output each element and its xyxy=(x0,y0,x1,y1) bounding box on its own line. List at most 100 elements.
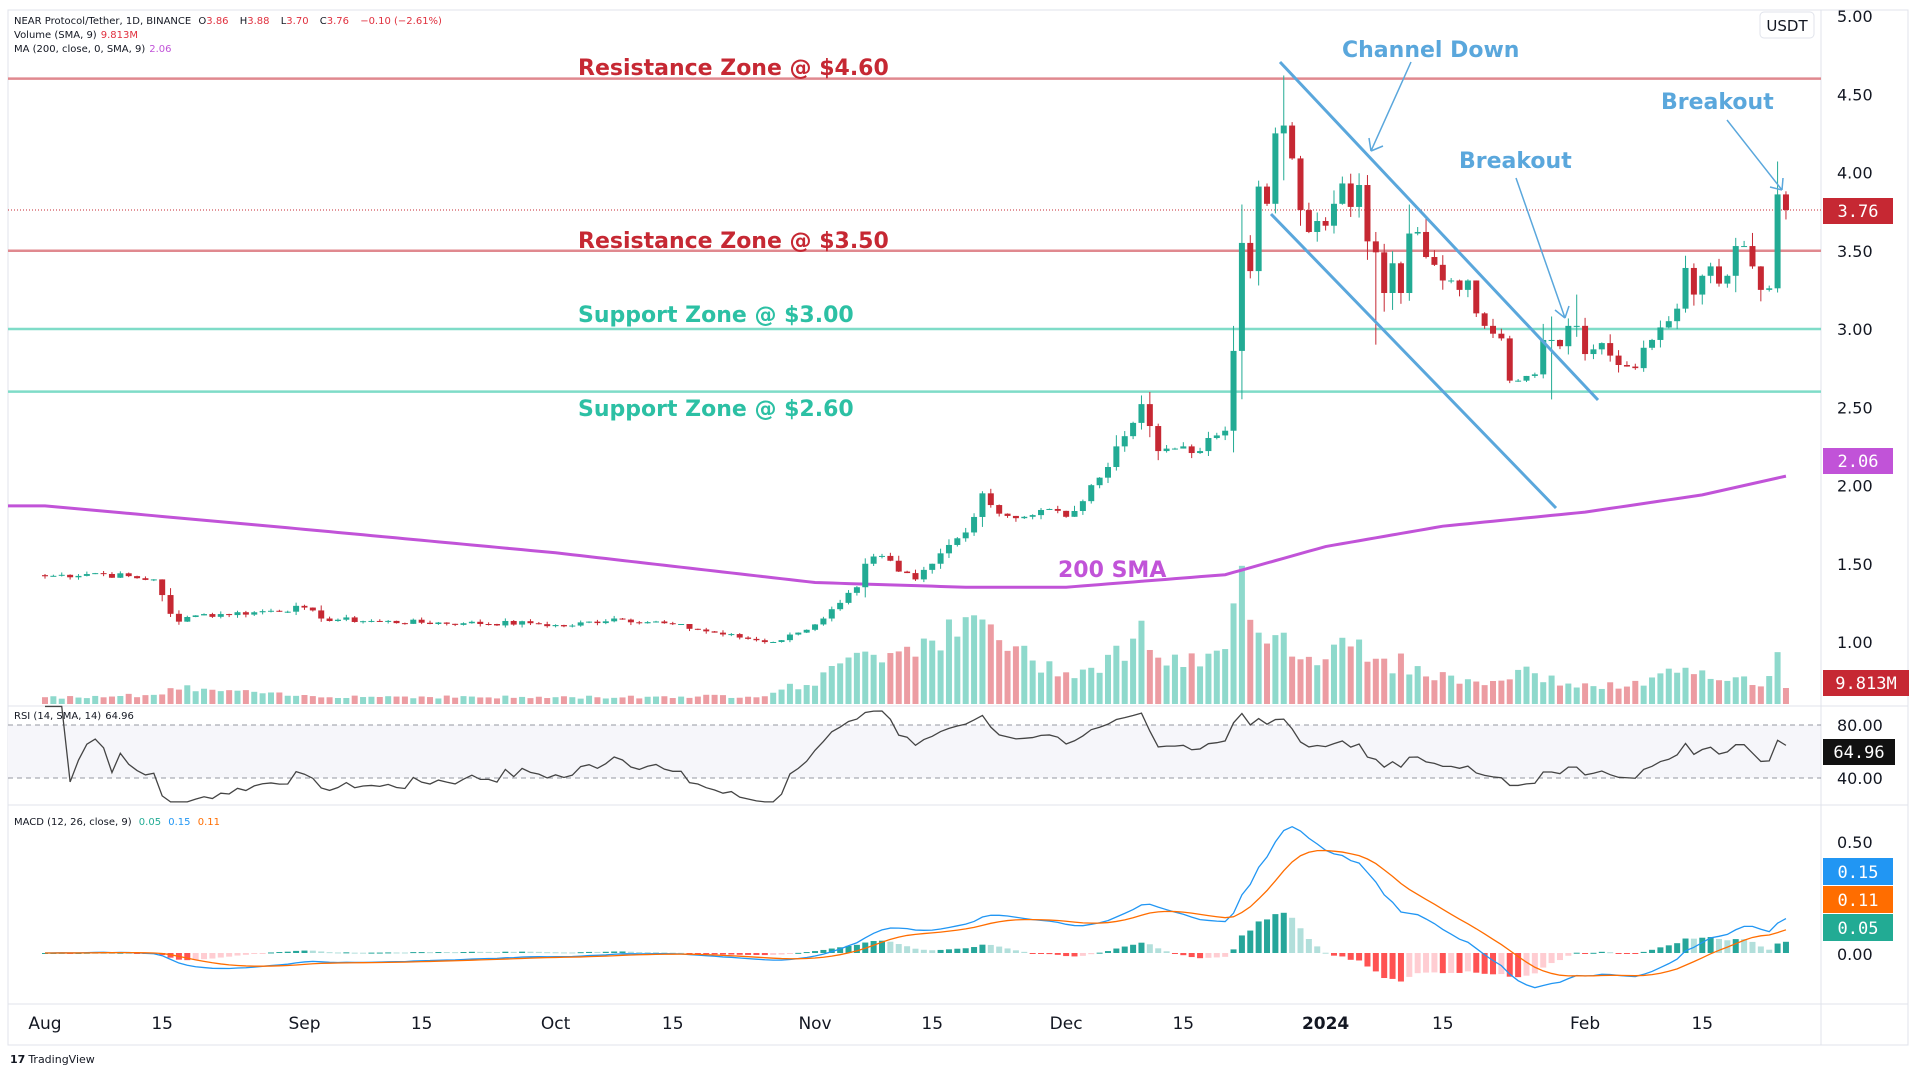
candle[interactable] xyxy=(1029,514,1036,520)
currency-button[interactable]: USDT xyxy=(1759,11,1815,39)
candle[interactable] xyxy=(1665,316,1672,329)
symbol-name[interactable]: NEAR Protocol/Tether, 1D, BINANCE xyxy=(14,16,192,27)
candle[interactable] xyxy=(301,604,308,610)
candle[interactable] xyxy=(184,615,191,622)
candle[interactable] xyxy=(560,624,567,628)
candle[interactable] xyxy=(452,623,459,627)
candle[interactable] xyxy=(175,610,182,625)
candle[interactable] xyxy=(201,613,208,616)
candle[interactable] xyxy=(1732,237,1739,293)
channel-down-drawing[interactable] xyxy=(1269,60,1784,510)
candle[interactable] xyxy=(812,623,819,632)
candle[interactable] xyxy=(845,590,852,605)
candle[interactable] xyxy=(644,621,651,624)
candle[interactable] xyxy=(334,618,341,622)
candle[interactable] xyxy=(669,621,676,626)
candle[interactable] xyxy=(535,621,542,625)
candle[interactable] xyxy=(920,566,927,583)
candle[interactable] xyxy=(745,636,752,640)
candle[interactable] xyxy=(1456,279,1463,297)
candle[interactable] xyxy=(410,618,417,624)
candle[interactable] xyxy=(1188,444,1195,459)
candle[interactable] xyxy=(117,571,124,579)
candle[interactable] xyxy=(242,610,249,618)
symbol-legend[interactable]: NEAR Protocol/Tether, 1D, BINANCE O3.86 … xyxy=(14,16,446,27)
candle[interactable] xyxy=(1255,180,1262,286)
candle[interactable] xyxy=(1782,191,1789,220)
candle[interactable] xyxy=(945,539,952,559)
currency-label[interactable]: USDT xyxy=(1766,17,1808,35)
candle[interactable] xyxy=(602,619,609,625)
candle[interactable] xyxy=(1322,217,1329,231)
candle[interactable] xyxy=(1615,350,1622,373)
candle[interactable] xyxy=(1649,338,1656,351)
candle[interactable] xyxy=(1280,75,1287,181)
channel-upper-line[interactable] xyxy=(1278,60,1600,402)
candle[interactable] xyxy=(284,610,291,613)
candle[interactable] xyxy=(1481,312,1488,329)
candle[interactable] xyxy=(736,633,743,640)
volume-legend[interactable]: Volume (SMA, 9) 9.813M xyxy=(14,30,142,41)
candle[interactable] xyxy=(259,609,266,615)
candle[interactable] xyxy=(1264,183,1271,206)
candle[interactable] xyxy=(1724,274,1731,288)
volume-label[interactable]: Volume (SMA, 9) xyxy=(14,30,97,41)
candle[interactable] xyxy=(1247,235,1254,279)
candle[interactable] xyxy=(493,623,500,626)
candle[interactable] xyxy=(586,621,593,624)
channel-lower-line[interactable] xyxy=(1269,212,1558,510)
candle[interactable] xyxy=(1163,445,1170,453)
candle[interactable] xyxy=(828,606,835,622)
candle[interactable] xyxy=(653,620,660,623)
candle[interactable] xyxy=(912,569,919,581)
candle[interactable] xyxy=(1431,250,1438,266)
candle[interactable] xyxy=(719,630,726,637)
candle[interactable] xyxy=(1063,510,1070,518)
candle[interactable] xyxy=(1699,274,1706,305)
candle[interactable] xyxy=(1423,217,1430,259)
candle[interactable] xyxy=(50,574,57,577)
candle[interactable] xyxy=(979,491,986,527)
candle[interactable] xyxy=(519,620,526,628)
tradingview-logo[interactable]: 17 TradingView xyxy=(10,1053,95,1066)
candle[interactable] xyxy=(686,623,693,632)
candle[interactable] xyxy=(569,624,576,628)
candle[interactable] xyxy=(1556,339,1563,350)
candle[interactable] xyxy=(971,513,978,536)
candle[interactable] xyxy=(929,563,936,574)
candle[interactable] xyxy=(1389,251,1396,310)
candle[interactable] xyxy=(1540,323,1547,379)
candle[interactable] xyxy=(1523,375,1530,383)
candle[interactable] xyxy=(711,630,718,633)
candle[interactable] xyxy=(42,573,48,579)
candle[interactable] xyxy=(1573,294,1580,337)
candle[interactable] xyxy=(778,639,785,643)
candle[interactable] xyxy=(761,638,768,644)
candle[interactable] xyxy=(1448,278,1455,284)
candle[interactable] xyxy=(870,553,877,566)
candle[interactable] xyxy=(150,579,157,582)
rsi-legend[interactable]: RSI (14, SMA, 14) 64.96 xyxy=(14,711,138,722)
candle[interactable] xyxy=(1707,262,1714,284)
candle[interactable] xyxy=(293,602,300,616)
candle[interactable] xyxy=(544,621,551,628)
candle[interactable] xyxy=(1590,344,1597,360)
candle[interactable] xyxy=(108,572,115,578)
candle[interactable] xyxy=(435,621,442,625)
candle[interactable] xyxy=(309,607,316,612)
candle[interactable] xyxy=(75,574,82,580)
candle[interactable] xyxy=(862,558,869,598)
candle[interactable] xyxy=(368,619,375,623)
candle[interactable] xyxy=(904,570,911,574)
candle[interactable] xyxy=(1414,227,1421,236)
sma-200-line[interactable] xyxy=(8,474,1787,589)
candle[interactable] xyxy=(209,612,216,618)
ma-legend[interactable]: MA (200, close, 0, SMA, 9) 2.06 xyxy=(14,44,176,55)
candle[interactable] xyxy=(962,527,969,542)
candle[interactable] xyxy=(636,620,643,625)
candle[interactable] xyxy=(1439,255,1446,290)
candle[interactable] xyxy=(1046,508,1053,511)
candle[interactable] xyxy=(1297,155,1304,226)
candle[interactable] xyxy=(1347,173,1354,217)
candle[interactable] xyxy=(159,579,166,602)
